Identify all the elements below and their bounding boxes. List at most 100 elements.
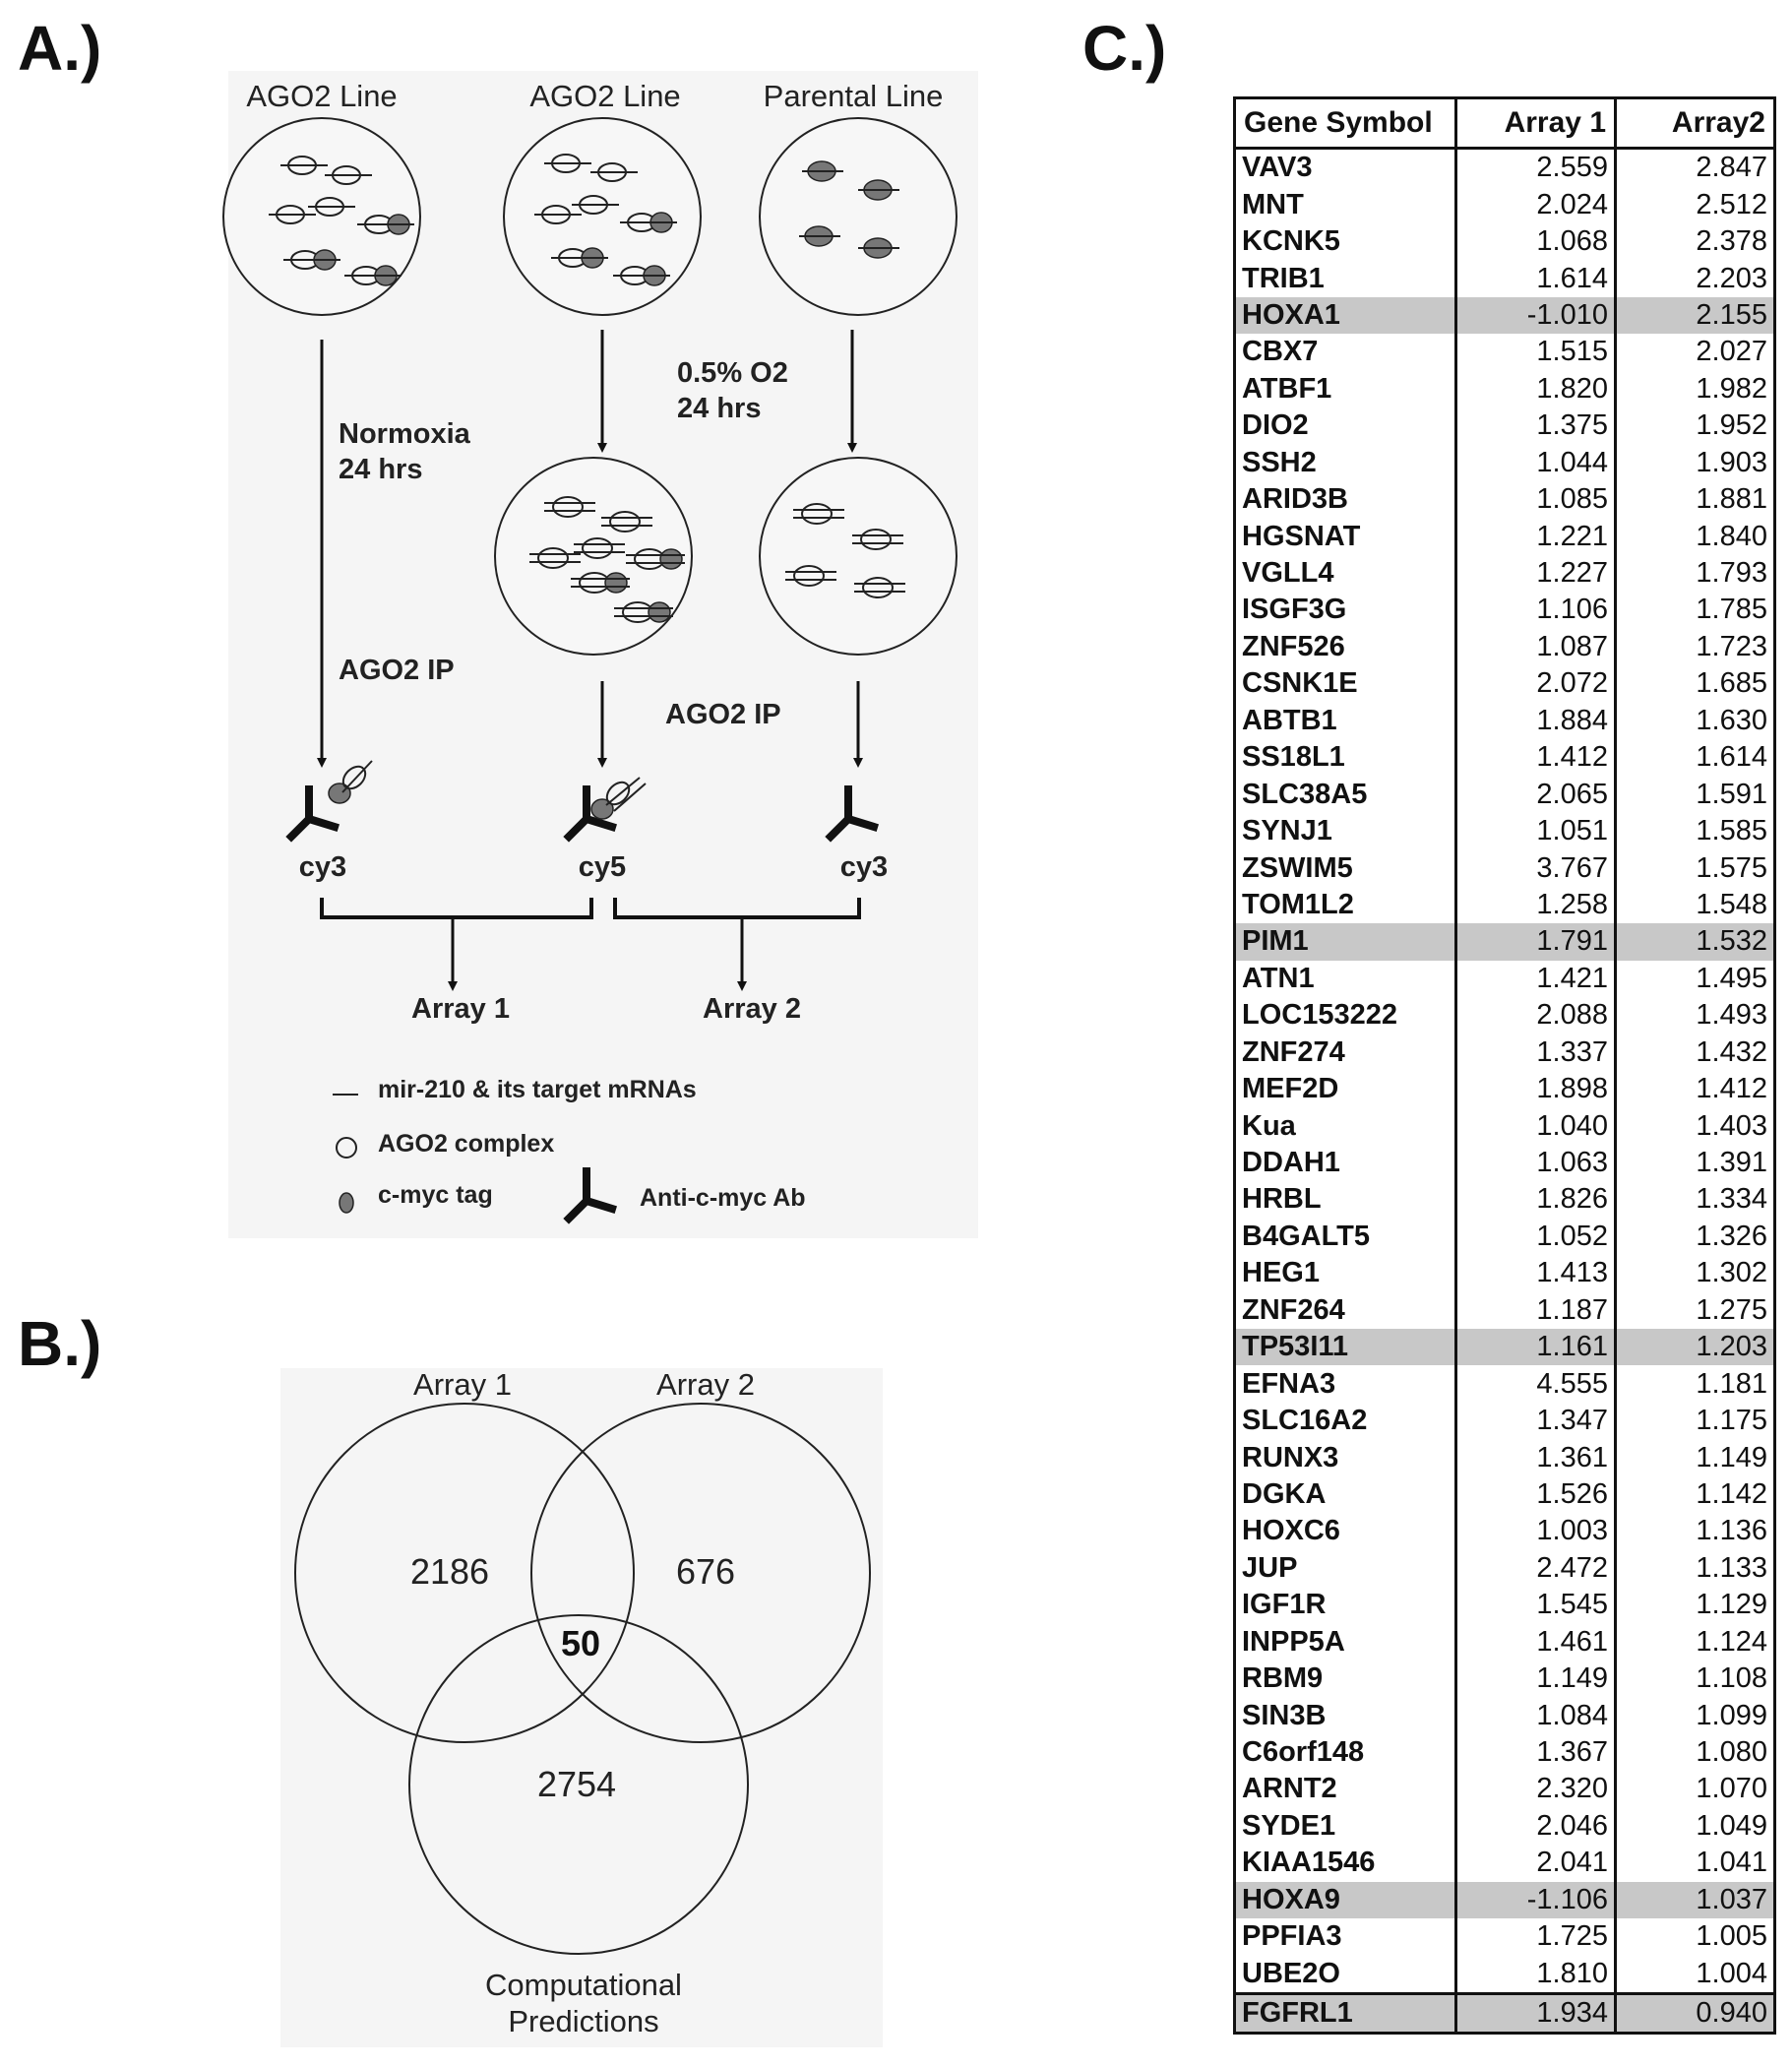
table-row: CBX7 1.515 2.027 [1234, 334, 1775, 371]
array1-cell: 1.044 [1455, 444, 1617, 481]
array2-cell: 1.432 [1696, 1035, 1767, 1068]
array2-cell: 1.149 [1696, 1441, 1767, 1473]
array2-cell: 1.412 [1696, 1073, 1767, 1105]
gene-symbol-cell: ATN1 [1234, 960, 1457, 998]
table-row: ARNT2 2.320 1.070 [1234, 1771, 1775, 1808]
gene-symbol-cell: INPP5A [1234, 1623, 1457, 1661]
array1-cell: -1.106 [1455, 1881, 1617, 1918]
table-row: SLC16A2 1.347 1.175 [1234, 1402, 1775, 1440]
header-array2: Array2 [1615, 97, 1775, 150]
array2-cell: 2.203 [1696, 262, 1767, 294]
array1-cell: 1.085 [1455, 480, 1617, 519]
table-row: PIM1 1.791 1.532 [1234, 923, 1775, 961]
gene-symbol-cell: DIO2 [1234, 407, 1457, 445]
array2-cell: 1.903 [1696, 446, 1767, 478]
gene-symbol-cell: HOXA9 [1234, 1881, 1457, 1918]
array1-cell: 2.559 [1455, 148, 1617, 187]
legend-tag-icon [339, 1192, 354, 1214]
gene-symbol-cell: VGLL4 [1234, 554, 1457, 593]
array1-cell: 1.187 [1455, 1291, 1617, 1329]
array1-cell: 1.087 [1455, 628, 1617, 666]
panel-label-b: B.) [18, 1308, 102, 1379]
gene-table: Gene Symbol Array 1 Array2 VAV3 2.559 2.84… [1233, 96, 1776, 2036]
panel-c-table: Gene Symbol Array 1 Array2 VAV3 2.559 2.84… [1233, 96, 1776, 2036]
array2-cell: 1.133 [1696, 1551, 1767, 1584]
array2-cell: 1.275 [1696, 1293, 1767, 1326]
gene-symbol-cell: HOXC6 [1234, 1513, 1457, 1550]
dye-label-cy5: cy5 [579, 851, 626, 883]
gene-symbol-cell: SYNJ1 [1234, 812, 1457, 850]
gene-symbol-cell: ZNF274 [1234, 1034, 1457, 1071]
table-row: MNT 2.024 2.512 [1234, 186, 1775, 223]
table-row: SIN3B 1.084 1.099 [1234, 1697, 1775, 1734]
table-row: JUP 2.472 1.133 [1234, 1549, 1775, 1588]
gene-symbol-cell: DDAH1 [1234, 1144, 1457, 1182]
array1-cell: 1.820 [1455, 370, 1617, 408]
table-row: RBM9 1.149 1.108 [1234, 1660, 1775, 1698]
array2-cell: 1.080 [1696, 1736, 1767, 1769]
array2-cell: 1.070 [1696, 1773, 1767, 1805]
array2-cell: 1.334 [1696, 1183, 1767, 1216]
table-row: DDAH1 1.063 1.391 [1234, 1144, 1775, 1182]
legend-mir: mir-210 & its target mRNAs [378, 1076, 697, 1103]
schematic-diagram: AGO2 Line AGO2 Line Parental Line Normox… [222, 79, 958, 1280]
table-row: ZNF264 1.187 1.275 [1234, 1291, 1775, 1329]
array1-cell: -1.010 [1455, 296, 1617, 335]
array2-cell: 1.840 [1696, 520, 1767, 552]
gene-symbol-cell: MNT [1234, 186, 1457, 223]
table-row: SLC38A5 2.065 1.591 [1234, 776, 1775, 813]
panel-label-a: A.) [18, 13, 102, 84]
gene-symbol-cell: ARNT2 [1234, 1771, 1457, 1808]
array1-cell: 1.258 [1455, 886, 1617, 924]
gene-symbol-cell: CSNK1E [1234, 665, 1457, 703]
array1-cell: 1.725 [1455, 1918, 1617, 1956]
gene-symbol-cell: MEF2D [1234, 1070, 1457, 1108]
venn-count-array1: 2186 [410, 1551, 489, 1592]
array1-cell: 1.347 [1455, 1402, 1617, 1440]
array-1-label: Array 1 [411, 993, 510, 1025]
array2-cell: 1.585 [1696, 815, 1767, 847]
array2-cell: 1.575 [1696, 851, 1767, 884]
array2-cell: 1.495 [1696, 962, 1767, 994]
line-label-2: AGO2 Line [529, 79, 680, 113]
hypoxia-duration: 24 hrs [677, 393, 761, 424]
ip-label-right: AGO2 IP [665, 699, 781, 730]
gene-symbol-cell: SSH2 [1234, 444, 1457, 481]
table-row: ZNF526 1.087 1.723 [1234, 628, 1775, 666]
array2-cell: 1.881 [1696, 483, 1767, 516]
table-row: TRIB1 1.614 2.203 [1234, 260, 1775, 297]
array1-cell: 1.361 [1455, 1439, 1617, 1476]
gene-symbol-cell: LOC153222 [1234, 997, 1457, 1034]
array2-cell: 1.108 [1696, 1662, 1767, 1695]
table-row: VAV3 2.559 2.847 [1234, 148, 1775, 187]
table-row: PPFIA3 1.725 1.005 [1234, 1918, 1775, 1956]
hypoxia-label: 0.5% O2 [677, 357, 788, 389]
array2-cell: 1.403 [1696, 1109, 1767, 1142]
table-row: ARID3B 1.085 1.881 [1234, 480, 1775, 519]
table-row: ATBF1 1.820 1.982 [1234, 370, 1775, 408]
array1-cell: 1.791 [1455, 923, 1617, 961]
array1-cell: 1.068 [1455, 222, 1617, 261]
normoxia-duration: 24 hrs [339, 454, 422, 485]
gene-symbol-cell: ZNF526 [1234, 628, 1457, 666]
array1-cell: 1.106 [1455, 592, 1617, 629]
gene-symbol-cell: JUP [1234, 1549, 1457, 1588]
table-row: Kua 1.040 1.403 [1234, 1107, 1775, 1145]
dye-label-cy3-left: cy3 [299, 851, 346, 883]
array1-cell: 1.898 [1455, 1070, 1617, 1108]
legend-ago2: AGO2 complex [378, 1130, 554, 1158]
gene-symbol-cell: RUNX3 [1234, 1439, 1457, 1476]
array1-cell: 1.084 [1455, 1697, 1617, 1734]
array1-cell: 1.003 [1455, 1513, 1617, 1550]
gene-symbol-cell: PIM1 [1234, 923, 1457, 961]
venn-label-predictions-2: Predictions [508, 2004, 658, 2038]
array1-cell: 1.461 [1455, 1623, 1617, 1661]
gene-symbol-cell: Kua [1234, 1107, 1457, 1145]
gene-symbol-cell: SIN3B [1234, 1697, 1457, 1734]
array2-cell: 1.793 [1696, 557, 1767, 590]
table-row: SYDE1 2.046 1.049 [1234, 1807, 1775, 1846]
gene-symbol-cell: KCNK5 [1234, 222, 1457, 261]
gene-symbol-cell: TRIB1 [1234, 260, 1457, 297]
array1-cell: 2.065 [1455, 776, 1617, 813]
cell-ago2-hypoxia [503, 117, 702, 316]
